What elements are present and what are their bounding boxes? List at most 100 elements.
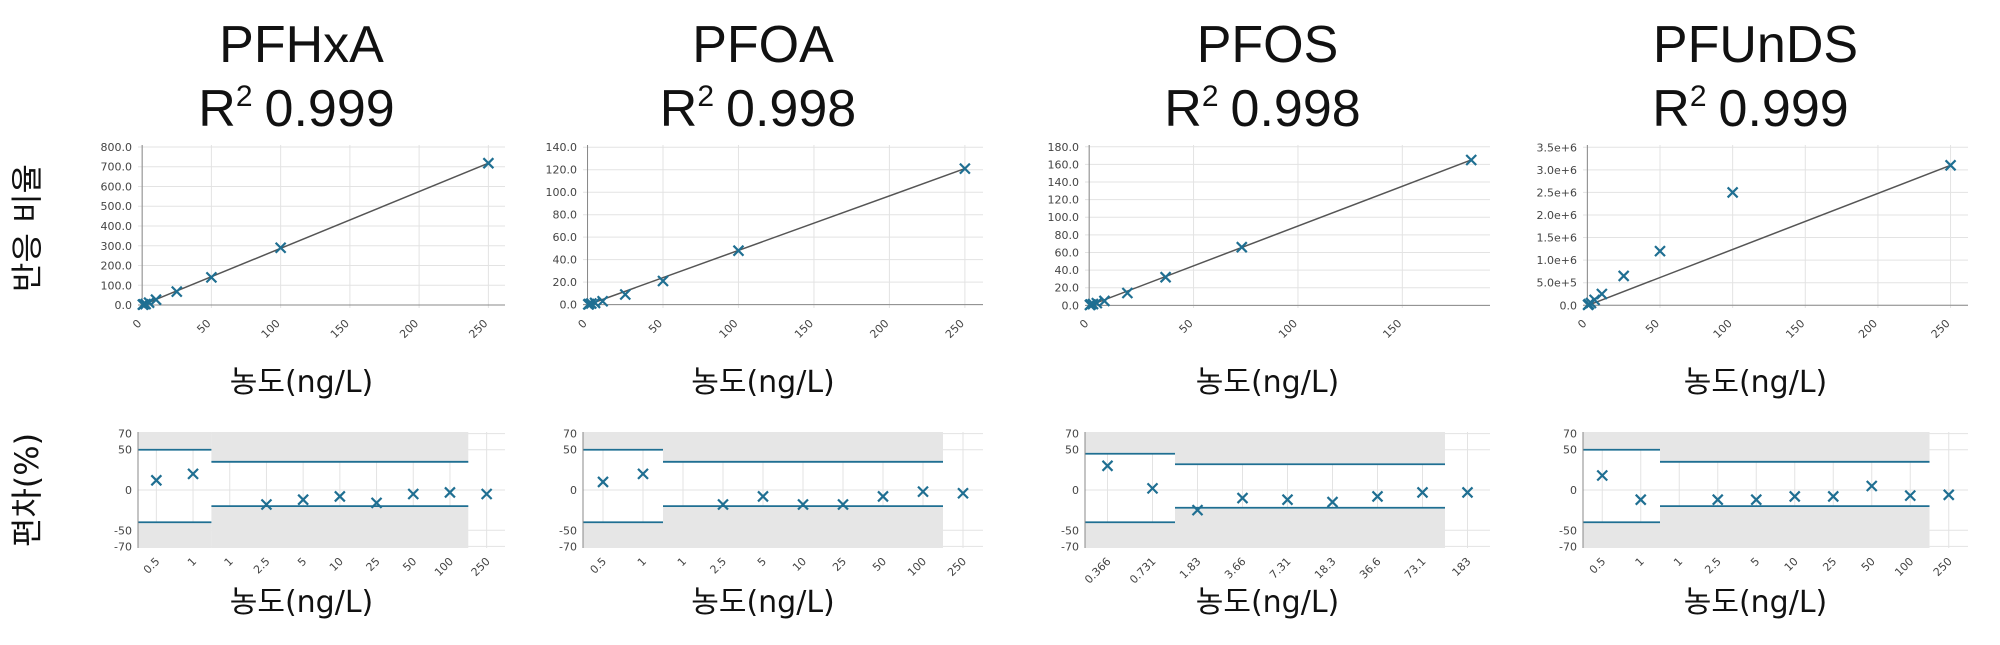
deviation-point <box>1281 493 1294 506</box>
x-tick-label: 250 <box>466 317 490 341</box>
x-tick-label: 5 <box>295 555 309 569</box>
chart-title: PFHxA <box>219 16 384 74</box>
x-tick-label: 10 <box>790 555 809 574</box>
y-tick-label: 80.0 <box>1055 229 1080 242</box>
x-tick-label: 0.731 <box>1127 555 1158 586</box>
y-tick-label: 0.0 <box>1062 299 1080 312</box>
data-point <box>139 298 152 310</box>
chart-title: PFUnDS <box>1653 16 1858 74</box>
y-tick-label: 50 <box>1563 444 1577 457</box>
deviation-point <box>1146 482 1159 495</box>
data-point <box>1654 245 1666 257</box>
y-tick-label: 800.0 <box>101 141 133 154</box>
fit-line <box>1089 159 1472 307</box>
y-tick-label: 3.5e+6 <box>1537 141 1577 154</box>
x-tick-label: 183 <box>1450 555 1474 579</box>
x-tick-label: 250 <box>943 317 967 341</box>
x-tick-label: 5 <box>755 555 769 569</box>
deviation-point <box>150 474 163 487</box>
data-point <box>596 295 609 308</box>
deviation-point <box>597 476 609 488</box>
fit-line <box>142 162 489 306</box>
deviation-point <box>1750 493 1763 506</box>
band-shade <box>138 432 212 450</box>
deviation-point <box>480 488 493 500</box>
x-tick-label: 0 <box>1077 317 1091 331</box>
x-tick-label: 100 <box>905 555 929 579</box>
r-squared-label: R2 0.998 <box>660 80 856 138</box>
x-tick-label: 0.5 <box>141 555 163 577</box>
x-tick-label: 250 <box>1929 317 1953 341</box>
fit-line <box>588 167 966 306</box>
r-squared-value: 0.999 <box>265 80 395 138</box>
data-point <box>619 288 632 301</box>
data-point <box>1121 287 1134 299</box>
deviation-point <box>1236 492 1249 504</box>
y-tick-label: 0 <box>1072 484 1079 497</box>
fit-line <box>1587 164 1951 306</box>
y-tick-label: 120.0 <box>1048 194 1080 207</box>
y-tick-label: -70 <box>559 540 577 553</box>
r-squared-label: R2 0.999 <box>198 80 394 138</box>
data-point <box>1726 186 1739 199</box>
data-point <box>657 275 669 287</box>
data-point <box>1617 270 1630 282</box>
y-tick-label: -70 <box>1061 540 1079 553</box>
y-tick-label: 120.0 <box>546 164 578 177</box>
y-tick-label: -50 <box>559 524 577 537</box>
data-point <box>205 271 218 284</box>
y-tick-label: -70 <box>114 540 132 553</box>
x-tick-label: 50 <box>194 317 213 336</box>
x-tick-label: 73.1 <box>1402 555 1429 582</box>
y-tick-label: 70 <box>1563 428 1577 441</box>
deviation-point <box>297 493 309 506</box>
data-point <box>1944 159 1957 172</box>
y-tick-label: 60.0 <box>553 231 578 244</box>
x-tick-label: 100 <box>1892 555 1916 579</box>
x-tick-label: 25 <box>1820 555 1839 574</box>
band-shade <box>583 432 663 450</box>
deviation-point <box>1827 490 1840 503</box>
deviation-point <box>917 485 929 498</box>
x-tick-label: 50 <box>1643 317 1662 336</box>
deviation-point <box>334 490 346 503</box>
data-point <box>1159 271 1172 283</box>
y-tick-label: 600.0 <box>101 180 133 193</box>
x-tick-label: 1 <box>635 555 649 569</box>
x-tick-label: 50 <box>646 317 665 336</box>
deviation-point <box>1326 496 1339 508</box>
y-tick-label: 100.0 <box>546 186 578 199</box>
y-tick-label: 2.0e+6 <box>1537 209 1577 222</box>
calibration-xlabel: 농도(ng/L) <box>691 365 835 400</box>
y-tick-label: 180.0 <box>1048 141 1080 154</box>
deviation-point <box>1634 493 1647 506</box>
deviation-point <box>877 490 889 503</box>
y-tick-label: 2.5e+6 <box>1537 186 1577 199</box>
x-tick-label: 100 <box>1276 317 1300 341</box>
x-tick-label: 1 <box>185 555 199 569</box>
x-tick-label: 1 <box>222 555 236 569</box>
band-shade <box>663 506 943 548</box>
deviation-point <box>837 498 849 511</box>
y-tick-label: 5.0e+5 <box>1537 277 1577 290</box>
y-tick-label: 1.0e+6 <box>1537 254 1577 267</box>
y-tick-label: 700.0 <box>101 161 133 174</box>
x-tick-label: 1 <box>1671 555 1685 569</box>
deviation-point <box>1461 486 1474 499</box>
y-tick-label: 0.0 <box>115 299 133 312</box>
deviation-ylabel: 편차(%) <box>8 433 46 547</box>
y-tick-label: -50 <box>1061 524 1079 537</box>
r-squared-superscript: 2 <box>1202 80 1219 113</box>
chart-title: PFOA <box>692 16 834 74</box>
deviation-xlabel: 농도(ng/L) <box>230 585 374 620</box>
deviation-point <box>797 498 809 511</box>
x-tick-label: 2.5 <box>1702 555 1724 577</box>
x-tick-label: 25 <box>830 555 849 574</box>
deviation-point <box>957 487 969 499</box>
band-shade <box>1175 432 1445 465</box>
deviation-xlabel: 농도(ng/L) <box>1684 585 1828 620</box>
chart-title: PFOS <box>1197 16 1339 74</box>
y-tick-label: 20.0 <box>553 276 578 289</box>
r-squared-symbol: R <box>198 80 236 138</box>
x-tick-label: 0 <box>1575 317 1589 331</box>
